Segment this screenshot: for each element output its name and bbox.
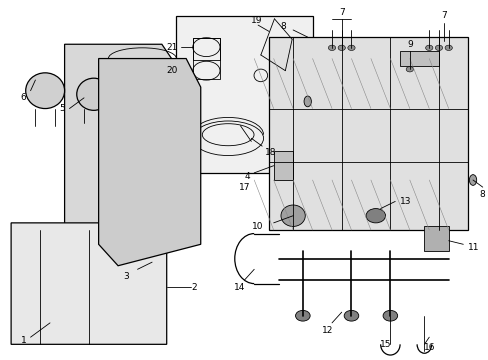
- Ellipse shape: [328, 45, 335, 50]
- Text: 9: 9: [406, 40, 412, 49]
- Text: 4: 4: [244, 172, 250, 181]
- Polygon shape: [99, 59, 201, 266]
- Bar: [176, 16, 312, 173]
- Text: 17: 17: [238, 183, 250, 192]
- Ellipse shape: [125, 249, 159, 275]
- Bar: [399, 51, 438, 66]
- Text: 6: 6: [21, 93, 26, 102]
- Ellipse shape: [337, 45, 345, 50]
- Text: 21: 21: [166, 42, 178, 51]
- Bar: [192, 38, 220, 78]
- Text: 7: 7: [440, 11, 446, 20]
- Bar: [273, 152, 292, 180]
- Text: 19: 19: [251, 16, 262, 25]
- Text: 16: 16: [423, 343, 434, 352]
- Ellipse shape: [382, 310, 397, 321]
- Text: 11: 11: [467, 243, 479, 252]
- Text: 12: 12: [321, 325, 332, 334]
- Text: 8: 8: [280, 22, 285, 31]
- Text: 13: 13: [399, 197, 411, 206]
- Polygon shape: [64, 44, 181, 251]
- Ellipse shape: [434, 45, 442, 50]
- Bar: [424, 226, 448, 251]
- Text: 20: 20: [166, 66, 178, 75]
- Text: 10: 10: [252, 222, 264, 231]
- Text: 3: 3: [122, 272, 128, 281]
- Text: 18: 18: [264, 148, 276, 157]
- Ellipse shape: [77, 78, 111, 111]
- Ellipse shape: [425, 45, 432, 50]
- Text: 14: 14: [233, 283, 245, 292]
- Polygon shape: [11, 223, 166, 344]
- Text: 2: 2: [191, 283, 196, 292]
- Ellipse shape: [468, 175, 476, 185]
- Ellipse shape: [281, 205, 305, 226]
- Ellipse shape: [26, 73, 64, 109]
- Ellipse shape: [304, 96, 311, 107]
- Ellipse shape: [344, 310, 358, 321]
- Ellipse shape: [347, 45, 354, 50]
- Ellipse shape: [444, 45, 451, 50]
- Ellipse shape: [130, 262, 154, 276]
- Text: 1: 1: [21, 336, 26, 345]
- Text: 8: 8: [479, 190, 485, 199]
- Text: 15: 15: [379, 340, 390, 349]
- Polygon shape: [268, 37, 467, 230]
- Text: 5: 5: [60, 104, 65, 113]
- Ellipse shape: [295, 310, 309, 321]
- Bar: [192, 38, 220, 60]
- Ellipse shape: [406, 67, 413, 72]
- Text: 7: 7: [338, 8, 344, 17]
- Ellipse shape: [366, 208, 385, 223]
